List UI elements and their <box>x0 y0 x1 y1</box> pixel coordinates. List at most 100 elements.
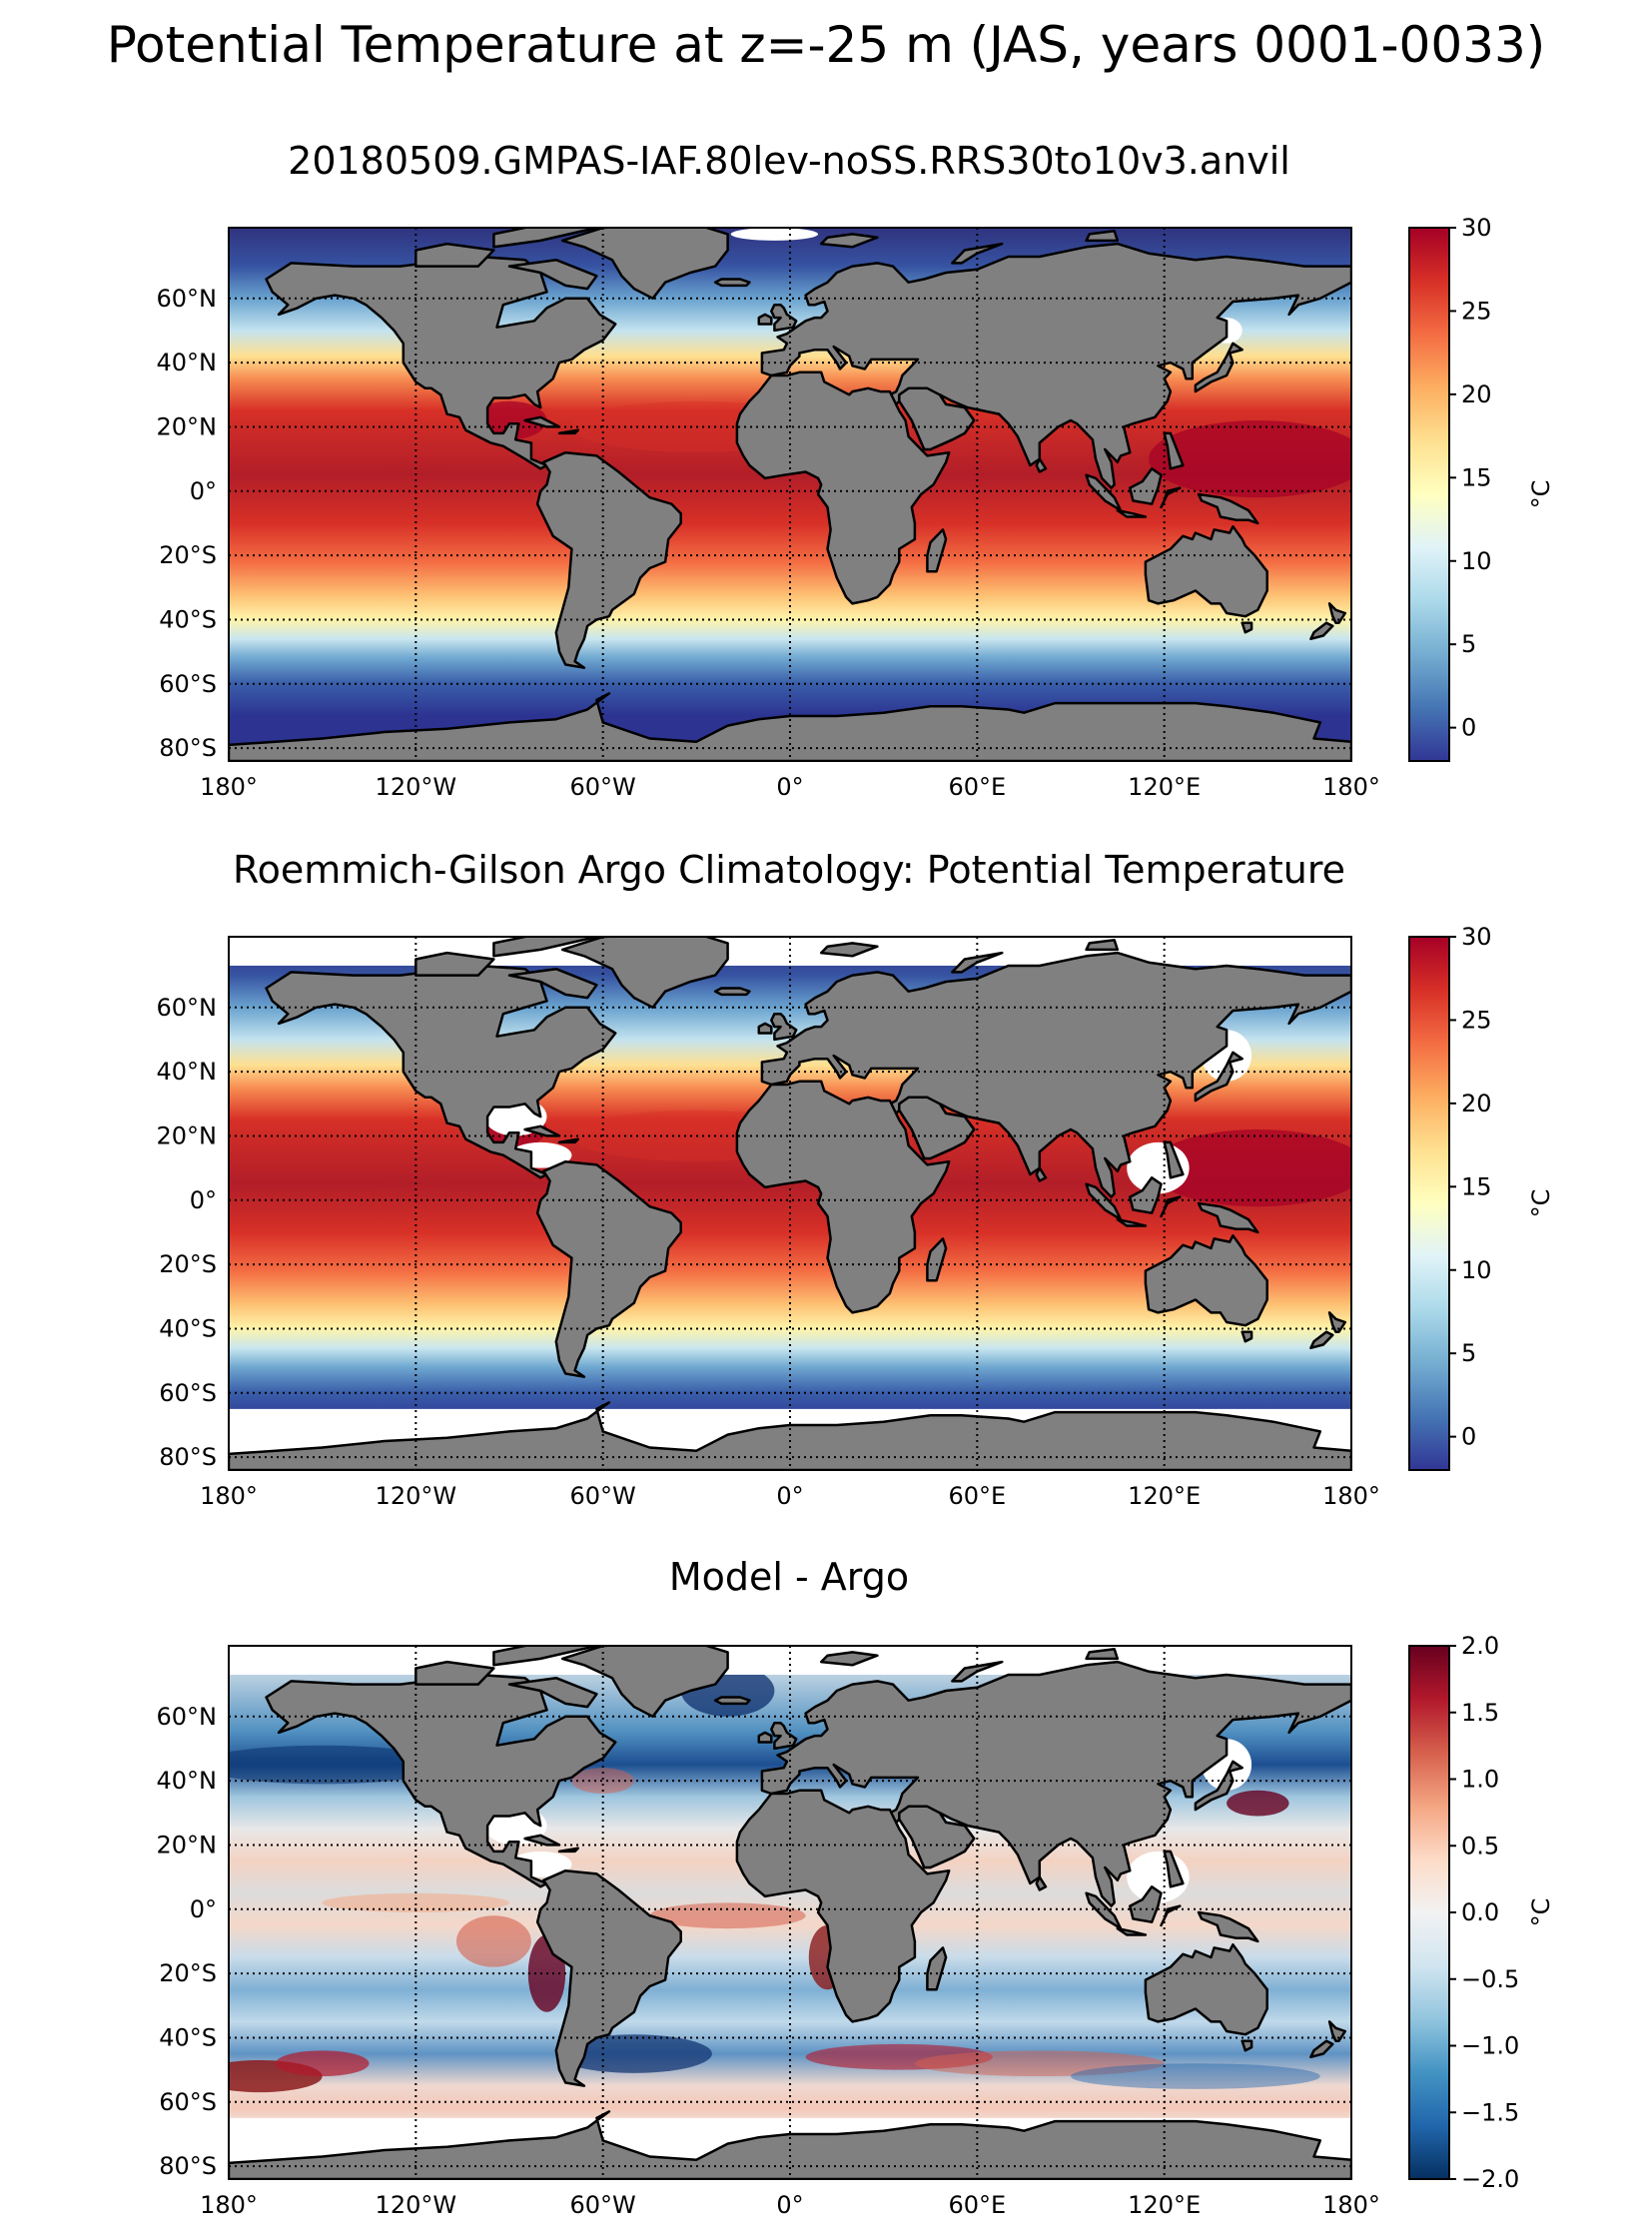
anomaly-patch <box>914 2050 1165 2077</box>
map-frame <box>228 227 1352 762</box>
lat-tick-label: 40°N <box>157 1058 218 1086</box>
lon-tick-label: 60°W <box>570 773 636 799</box>
lat-tick-label: 40°N <box>157 349 218 376</box>
land-philippines <box>1163 431 1185 470</box>
lon-tick-label: 120°E <box>1128 773 1201 799</box>
land-japan <box>1194 1760 1243 1812</box>
land-new-guinea <box>1197 1910 1259 1943</box>
land-baffin <box>507 1676 598 1709</box>
land-tasmania <box>1240 2039 1253 2052</box>
land-layer <box>229 228 1351 761</box>
land-greenland <box>560 1646 729 1719</box>
colorbar-tick-label: −1.5 <box>1461 2098 1519 2126</box>
lon-tick-label: 0° <box>776 773 803 799</box>
land-north-america <box>265 1673 617 1888</box>
colorbar-tick-label: −2.0 <box>1461 2165 1519 2193</box>
panel-2-map: 180° 120°W 60°W 0° 60°E 120°E 180° 60°N 40°N 20°N… <box>157 923 1556 1508</box>
lon-tick-label: 60°W <box>570 2191 636 2217</box>
land-greenland <box>560 228 729 301</box>
colorbar-tick-label: 15 <box>1461 1172 1492 1200</box>
land-layer <box>229 937 1351 1470</box>
anomaly-patch <box>275 2050 370 2077</box>
land-philippines <box>1163 1850 1185 1888</box>
land-iceland <box>713 278 751 288</box>
land-hispaniola <box>557 1847 579 1854</box>
land-ellesmere <box>492 228 598 249</box>
lat-tick-label: 20°N <box>157 1121 218 1149</box>
colorbar-tick-label: 0 <box>1461 714 1476 742</box>
land-ireland <box>757 313 773 326</box>
land-ellesmere <box>492 937 598 958</box>
anomaly-patch <box>1227 1790 1289 1817</box>
lon-tick-label: 120°E <box>1128 1482 1201 1508</box>
land-japan <box>1194 1051 1243 1103</box>
colorbar <box>1408 936 1450 1471</box>
land-africa <box>735 1789 951 2023</box>
land-madagascar <box>926 1237 948 1282</box>
land-borneo <box>1129 467 1163 505</box>
land-severnaya <box>1085 938 1120 952</box>
anomaly-patch <box>555 2034 712 2073</box>
land-java <box>1116 508 1148 518</box>
panel-3-map: 180° 120°W 60°W 0° 60°E 120°E 180° 60°N 40°N 20°N… <box>157 1632 1556 2217</box>
lat-tick-label: 60°S <box>159 670 217 698</box>
land-antarctica <box>229 1401 1351 1470</box>
land-hispaniola <box>557 428 579 435</box>
colorbar-tick-label: 20 <box>1461 1090 1492 1117</box>
land-sri-lanka <box>1035 1166 1048 1182</box>
colorbar-tick-label: 0.0 <box>1461 1898 1499 1926</box>
land-philippines <box>1163 1140 1185 1179</box>
land-madagascar <box>926 1946 948 1991</box>
land-new-guinea <box>1197 492 1259 525</box>
map-frame <box>228 1645 1352 2180</box>
land-eurasia <box>760 951 1351 1198</box>
colorbar-tick-label: 1.5 <box>1461 1699 1499 1727</box>
land-severnaya <box>1085 229 1120 243</box>
lon-tick-label: 0° <box>776 1482 803 1508</box>
lat-tick-label: 40°N <box>157 1767 218 1795</box>
land-new-zealand-south <box>1309 2039 1334 2059</box>
colorbar-tick-label: 15 <box>1461 463 1492 491</box>
land-africa <box>735 1080 951 1314</box>
lon-tick-label: 60°E <box>948 1482 1006 1508</box>
land-eurasia <box>760 1660 1351 1907</box>
land-iceland <box>713 987 751 997</box>
land-australia <box>1144 524 1268 618</box>
land-baffin <box>507 258 598 291</box>
colorbar-tick-label: 0.5 <box>1461 1832 1499 1860</box>
land-australia <box>1144 1942 1268 2036</box>
lat-tick-label: 60°S <box>159 2088 217 2116</box>
lon-tick-label: 60°W <box>570 1482 636 1508</box>
land-eurasia <box>760 242 1351 489</box>
land-new-zealand-north <box>1327 2020 1347 2042</box>
colorbar-tick-label: 1.0 <box>1461 1766 1499 1794</box>
land-japan <box>1194 342 1243 393</box>
anomaly-patch <box>649 1902 806 1929</box>
land-antarctica <box>229 692 1351 761</box>
land-greenland <box>560 937 729 1010</box>
lon-tick-label: 180° <box>1322 2191 1380 2217</box>
land-baffin <box>507 967 598 1000</box>
lon-tick-label: 60°E <box>948 773 1006 799</box>
land-novaya-zemlya <box>951 951 1004 974</box>
graticule <box>229 937 1351 1470</box>
land-new-zealand-north <box>1327 602 1347 624</box>
lat-tick-label: 40°S <box>159 1314 217 1342</box>
colorbar-tick-label: 0 <box>1461 1423 1476 1451</box>
lat-tick-label: 0° <box>190 1895 217 1923</box>
figure-suptitle: Potential Temperature at z=-25 m (JAS, y… <box>106 16 1546 74</box>
colorbar-unit-label: °C <box>1527 480 1555 509</box>
colorbar-tick-label: 10 <box>1461 547 1492 575</box>
lat-tick-label: 80°S <box>159 1443 217 1471</box>
lon-tick-label: 120°W <box>376 773 457 799</box>
land-north-america <box>265 255 617 470</box>
land-south-america <box>535 450 682 669</box>
land-new-guinea <box>1197 1201 1259 1234</box>
graticule <box>229 1646 1351 2179</box>
anomaly-patch <box>571 1768 634 1794</box>
land-ireland <box>757 1022 773 1035</box>
land-java <box>1116 1217 1148 1227</box>
colorbar-tick-label: 20 <box>1461 380 1492 408</box>
land-new-zealand-south <box>1309 1330 1334 1350</box>
lat-tick-label: 20°S <box>159 541 217 569</box>
